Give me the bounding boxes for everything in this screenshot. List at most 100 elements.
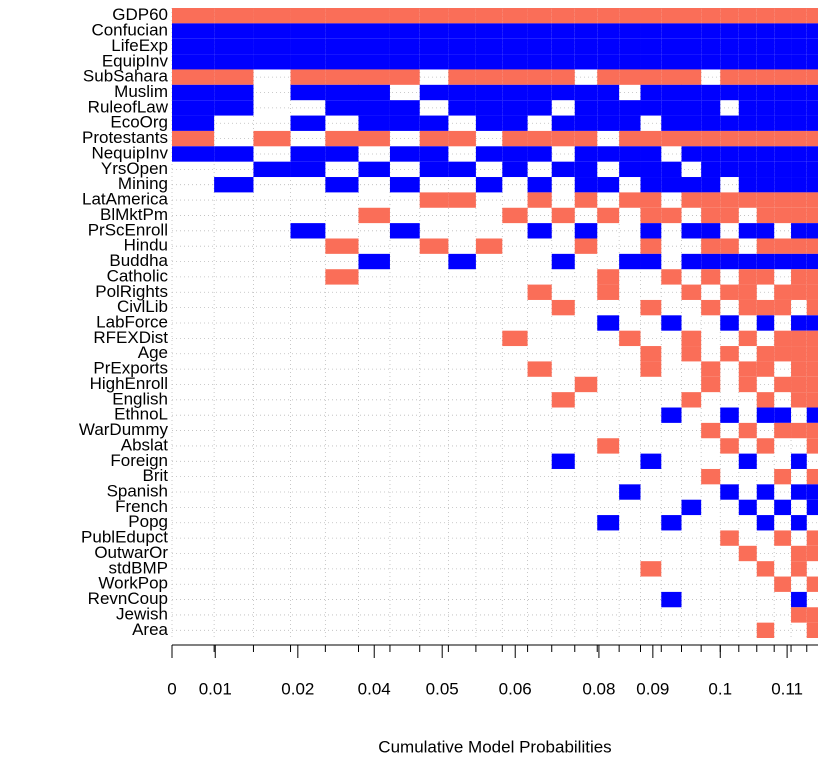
x-tick-label: 0.05 [426,679,459,698]
positive-cell [701,223,721,239]
positive-cell [290,146,326,162]
negative-cell [597,207,620,224]
negative-cell [720,346,739,362]
positive-cell [738,499,757,516]
negative-cell [475,238,503,254]
y-tick-label: Abslat [121,435,169,454]
negative-cell [806,346,818,362]
positive-cell [806,253,818,270]
negative-cell [640,346,662,362]
negative-cell [448,192,476,208]
negative-cell [774,192,792,208]
positive-cell [791,23,807,39]
positive-cell [756,100,775,116]
positive-cell [419,38,449,55]
positive-cell [574,54,598,70]
positive-cell [389,177,420,193]
negative-cell [806,545,818,562]
negative-cell [806,438,818,454]
positive-cell [661,115,682,131]
positive-cell [806,146,818,162]
positive-cell [253,161,291,178]
positive-cell [720,115,739,131]
positive-cell [290,38,326,55]
negative-cell [527,284,552,300]
positive-cell [172,23,215,39]
negative-cell [574,130,598,147]
positive-cell [774,54,792,70]
positive-cell [597,146,620,162]
negative-cell [640,299,662,316]
negative-cell [738,330,757,347]
negative-cell [358,130,390,147]
positive-cell [475,54,503,70]
positive-cell [756,23,775,39]
x-tick-label: 0.04 [358,679,391,698]
positive-cell [574,223,598,239]
negative-cell [325,269,359,285]
positive-cell [806,499,818,516]
negative-cell [720,238,739,254]
positive-cell [527,23,552,39]
positive-cell [551,23,575,39]
negative-cell [738,192,757,208]
positive-cell [774,38,792,55]
positive-cell [738,253,757,270]
positive-cell [681,38,702,55]
positive-cell [756,223,775,239]
negative-cell [720,284,739,300]
positive-cell [448,100,476,116]
positive-cell [290,115,326,131]
positive-cell [574,23,598,39]
positive-cell [448,38,476,55]
positive-cell [791,223,807,239]
negative-cell [738,130,757,147]
positive-cell [389,115,420,131]
positive-cell [806,161,818,178]
y-tick-label: Mining [118,174,168,193]
positive-cell [756,177,775,193]
negative-cell [791,269,807,285]
negative-cell [791,361,807,377]
positive-cell [640,177,662,193]
negative-cell [756,392,775,408]
positive-cell [738,146,757,162]
y-tick-label: YrsOpen [101,159,168,178]
positive-cell [172,100,215,116]
positive-cell [701,84,721,101]
positive-cell [774,146,792,162]
positive-cell [172,84,215,101]
positive-cell [681,499,702,516]
positive-cell [214,38,254,55]
positive-cell [720,84,739,101]
negative-cell [661,269,682,285]
positive-cell [358,161,390,178]
positive-cell [701,115,721,131]
y-tick-label: EthnoL [114,405,168,424]
positive-cell [551,54,575,70]
positive-cell [325,54,359,70]
negative-cell [720,530,739,546]
y-tick-label: RuleofLaw [88,97,169,116]
negative-cell [738,545,757,562]
positive-cell [774,499,792,516]
negative-cell [806,468,818,485]
positive-cell [661,591,682,608]
positive-cell [701,38,721,55]
negative-cell [640,69,662,85]
negative-cell [619,192,641,208]
negative-cell [527,8,552,24]
y-tick-label: PublEdupct [81,528,168,547]
positive-cell [290,23,326,39]
negative-cell [701,376,721,393]
positive-cell [448,23,476,39]
positive-cell [389,54,420,70]
x-tick-label: 0.06 [499,679,532,698]
positive-cell [681,23,702,39]
positive-cell [290,54,326,70]
y-tick-label: RFEXDist [93,328,168,347]
positive-cell [681,223,702,239]
negative-cell [640,192,662,208]
y-tick-label: CivlLib [117,297,168,316]
positive-cell [756,315,775,331]
